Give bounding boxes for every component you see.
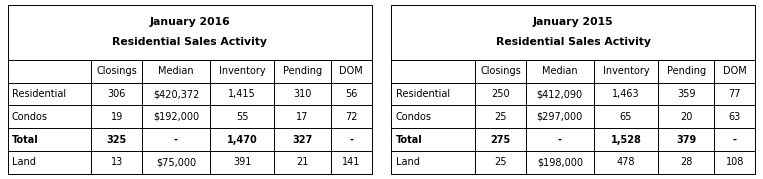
Text: 20: 20 <box>680 112 693 122</box>
Text: 327: 327 <box>292 135 313 144</box>
Text: -: - <box>174 135 178 144</box>
Text: 25: 25 <box>494 157 507 167</box>
Text: Median: Median <box>542 66 578 76</box>
Text: $297,000: $297,000 <box>536 112 583 122</box>
Text: January 2016: January 2016 <box>150 17 230 27</box>
Text: 310: 310 <box>293 89 311 99</box>
Text: Inventory: Inventory <box>219 66 266 76</box>
Text: Condos: Condos <box>395 112 432 122</box>
Text: DOM: DOM <box>340 66 363 76</box>
Text: 250: 250 <box>491 89 510 99</box>
Text: 478: 478 <box>617 157 635 167</box>
Text: $192,000: $192,000 <box>153 112 199 122</box>
Text: $198,000: $198,000 <box>537 157 583 167</box>
Text: 1,415: 1,415 <box>228 89 256 99</box>
Text: Pending: Pending <box>667 66 706 76</box>
Text: 1,528: 1,528 <box>610 135 642 144</box>
Text: -: - <box>558 135 562 144</box>
Text: 21: 21 <box>296 157 309 167</box>
Text: 325: 325 <box>107 135 127 144</box>
Text: Total: Total <box>395 135 423 144</box>
Text: 77: 77 <box>729 89 741 99</box>
Text: Closings: Closings <box>96 66 137 76</box>
Text: January 2015: January 2015 <box>533 17 613 27</box>
Text: -: - <box>733 135 737 144</box>
Text: Closings: Closings <box>480 66 521 76</box>
Text: 17: 17 <box>296 112 309 122</box>
Text: 56: 56 <box>345 89 357 99</box>
Text: Residential: Residential <box>395 89 449 99</box>
Text: Inventory: Inventory <box>603 66 649 76</box>
Text: Residential Sales Activity: Residential Sales Activity <box>496 37 651 47</box>
Bar <box>391 5 755 174</box>
Text: 1,470: 1,470 <box>227 135 258 144</box>
Text: Condos: Condos <box>11 112 48 122</box>
Text: 1,463: 1,463 <box>612 89 639 99</box>
Bar <box>8 5 372 174</box>
Text: 391: 391 <box>233 157 251 167</box>
Text: Residential Sales Activity: Residential Sales Activity <box>112 37 267 47</box>
Text: -: - <box>349 135 353 144</box>
Text: 359: 359 <box>677 89 696 99</box>
Text: $412,090: $412,090 <box>536 89 583 99</box>
Text: 19: 19 <box>111 112 123 122</box>
Text: $420,372: $420,372 <box>153 89 199 99</box>
Text: 65: 65 <box>620 112 632 122</box>
Text: 141: 141 <box>342 157 360 167</box>
Text: Residential: Residential <box>11 89 66 99</box>
Text: 275: 275 <box>491 135 510 144</box>
Text: Pending: Pending <box>283 66 322 76</box>
Text: 379: 379 <box>676 135 697 144</box>
Text: 13: 13 <box>111 157 123 167</box>
Text: Land: Land <box>395 157 420 167</box>
Text: 63: 63 <box>729 112 741 122</box>
Text: DOM: DOM <box>723 66 747 76</box>
Text: 25: 25 <box>494 112 507 122</box>
Text: 108: 108 <box>726 157 744 167</box>
Text: 306: 306 <box>108 89 126 99</box>
Text: Land: Land <box>11 157 36 167</box>
Text: Median: Median <box>158 66 194 76</box>
Text: 72: 72 <box>345 112 357 122</box>
Text: Total: Total <box>11 135 39 144</box>
Text: $75,000: $75,000 <box>156 157 196 167</box>
Text: 28: 28 <box>680 157 693 167</box>
Text: 55: 55 <box>236 112 249 122</box>
